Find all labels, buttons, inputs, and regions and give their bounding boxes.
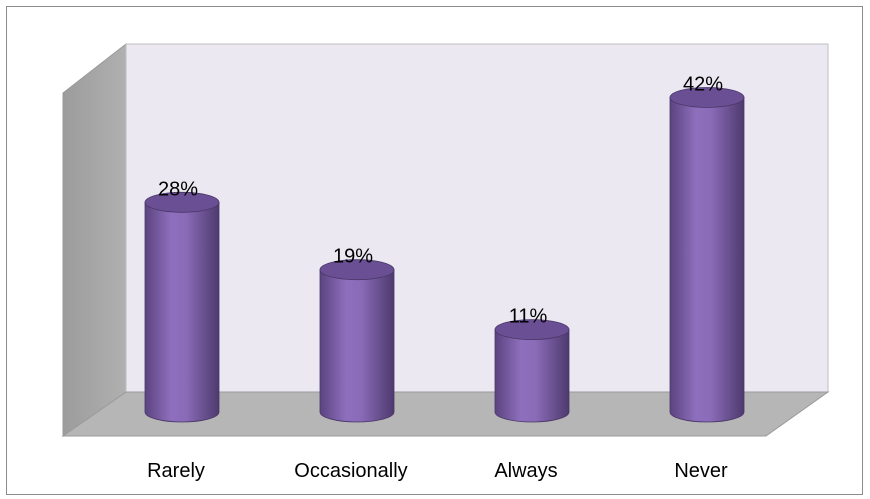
chart-floor (61, 391, 830, 437)
bar-top-always (494, 319, 570, 341)
bar-top-occasionally (319, 259, 395, 281)
bar-top-never (669, 87, 745, 108)
value-label-occasionally: 19% (333, 246, 373, 268)
category-label-never: Never (674, 460, 728, 482)
bar-occasionally (319, 259, 395, 423)
value-label-rarely: 28% (158, 178, 198, 200)
bar-body-rarely (144, 201, 220, 423)
bar-top-rarely (144, 191, 220, 213)
category-label-occasionally: Occasionally (294, 460, 407, 482)
bar-never (669, 87, 745, 423)
category-label-always: Always (494, 460, 557, 482)
bar-always (494, 319, 570, 423)
value-label-never: 42% (683, 73, 723, 95)
chart-side-wall (62, 42, 127, 437)
bar-rarely (144, 191, 220, 423)
bar-body-always (494, 329, 570, 423)
value-label-always: 11% (509, 306, 548, 328)
bar-body-never (669, 97, 745, 423)
category-label-rarely: Rarely (147, 460, 205, 482)
bar-body-occasionally (319, 269, 395, 423)
